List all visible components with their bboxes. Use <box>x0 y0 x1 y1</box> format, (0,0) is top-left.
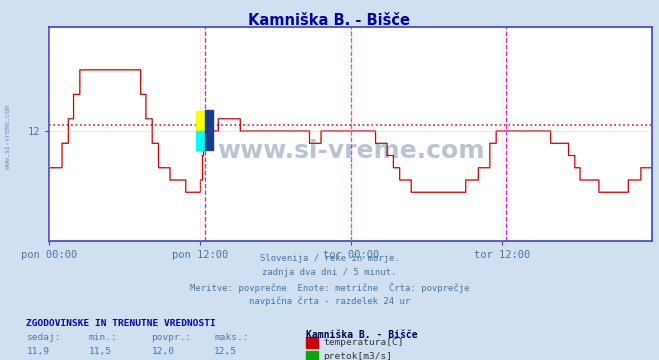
Text: povpr.:: povpr.: <box>152 333 192 342</box>
Text: Kamniška B. - Bišče: Kamniška B. - Bišče <box>248 13 411 28</box>
Text: maks.:: maks.: <box>214 333 248 342</box>
Text: zadnja dva dni / 5 minut.: zadnja dva dni / 5 minut. <box>262 268 397 277</box>
Text: min.:: min.: <box>89 333 118 342</box>
Text: sedaj:: sedaj: <box>26 333 61 342</box>
Text: www.si-vreme.com: www.si-vreme.com <box>217 139 484 163</box>
Bar <box>205 110 213 150</box>
Text: 11,5: 11,5 <box>89 347 112 356</box>
Text: www.si-vreme.com: www.si-vreme.com <box>5 105 11 169</box>
Text: Slovenija / reke in morje.: Slovenija / reke in morje. <box>260 254 399 263</box>
Text: navpična črta - razdelek 24 ur: navpična črta - razdelek 24 ur <box>249 297 410 306</box>
Text: ZGODOVINSKE IN TRENUTNE VREDNOSTI: ZGODOVINSKE IN TRENUTNE VREDNOSTI <box>26 319 216 328</box>
Bar <box>196 111 205 130</box>
Text: 11,9: 11,9 <box>26 347 49 356</box>
Text: 12,0: 12,0 <box>152 347 175 356</box>
Text: 12,5: 12,5 <box>214 347 237 356</box>
Text: pretok[m3/s]: pretok[m3/s] <box>324 352 393 360</box>
Text: Kamniška B. - Bišče: Kamniška B. - Bišče <box>306 330 418 340</box>
Text: temperatura[C]: temperatura[C] <box>324 338 404 347</box>
Text: Meritve: povprečne  Enote: metrične  Črta: povprečje: Meritve: povprečne Enote: metrične Črta:… <box>190 283 469 293</box>
Bar <box>196 131 205 150</box>
